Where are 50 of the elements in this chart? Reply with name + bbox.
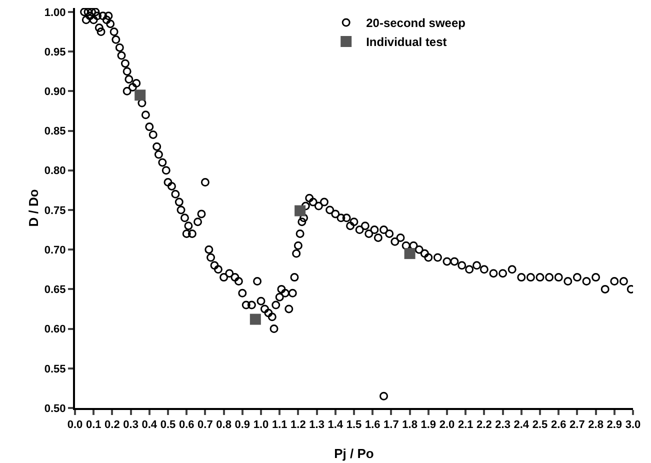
x-tick-label: 1.8	[402, 419, 418, 432]
x-tick-label: 0.6	[178, 419, 194, 432]
x-tick-label: 0.7	[198, 419, 213, 432]
x-tick-label: 0.1	[86, 419, 102, 432]
x-tick-label: 2.5	[532, 419, 548, 432]
x-axis-title: Pj / Po	[334, 446, 374, 461]
x-tick-label: 2.3	[495, 419, 510, 432]
x-tick-label: 0.5	[160, 419, 176, 432]
x-tick-label: 0.8	[216, 419, 232, 432]
y-tick-label: 0.70	[44, 244, 66, 256]
x-tick-label: 0.2	[104, 419, 120, 432]
y-tick-label: 0.60	[44, 324, 66, 336]
x-tick-label: 1.5	[346, 419, 362, 432]
x-tick-label: 2.7	[570, 419, 585, 432]
x-tick-label: 0.3	[123, 419, 138, 432]
x-tick-label: 2.2	[476, 419, 492, 432]
y-tick-label: 1.00	[44, 6, 66, 19]
point	[404, 248, 416, 260]
x-tick-label: 0.9	[234, 419, 250, 432]
x-tick-label: 1.9	[420, 419, 436, 432]
x-tick-label: 3.0	[625, 419, 641, 432]
point	[294, 205, 306, 216]
y-tick-label: 0.50	[44, 402, 66, 415]
x-tick-label: 0.0	[67, 419, 83, 432]
y-axis-title: D / Do	[26, 189, 41, 227]
x-tick-label: 1.0	[253, 419, 269, 432]
y-tick-label: 0.75	[44, 204, 66, 217]
x-tick-label: 2.0	[439, 419, 455, 432]
x-tick-label: 2.4	[514, 419, 530, 432]
y-tick-label: 0.65	[44, 284, 66, 296]
y-tick-label: 0.55	[44, 363, 66, 376]
y-tick-label: 0.85	[44, 126, 66, 138]
x-tick-label: 2.8	[588, 419, 604, 432]
y-tick-label: 0.90	[44, 86, 66, 98]
x-tick-label: 1.6	[364, 419, 380, 432]
x-tick-label: 2.1	[458, 419, 474, 432]
x-tick-label: 2.9	[606, 419, 622, 432]
legend-label: 20-second sweep	[366, 16, 466, 30]
x-tick-label: 0.4	[142, 419, 158, 432]
point	[134, 90, 146, 101]
y-tick-label: 0.95	[44, 46, 66, 58]
x-tick-label: 1.7	[384, 419, 399, 432]
y-tick-label: 0.80	[44, 165, 66, 178]
x-tick-label: 1.2	[290, 419, 306, 432]
x-tick-label: 1.4	[328, 419, 344, 432]
point	[250, 314, 261, 325]
x-tick-label: 1.1	[272, 419, 288, 432]
x-tick-label: 1.3	[309, 419, 324, 432]
x-tick-label: 2.6	[550, 419, 566, 432]
legend-label: Individual test	[366, 35, 447, 50]
